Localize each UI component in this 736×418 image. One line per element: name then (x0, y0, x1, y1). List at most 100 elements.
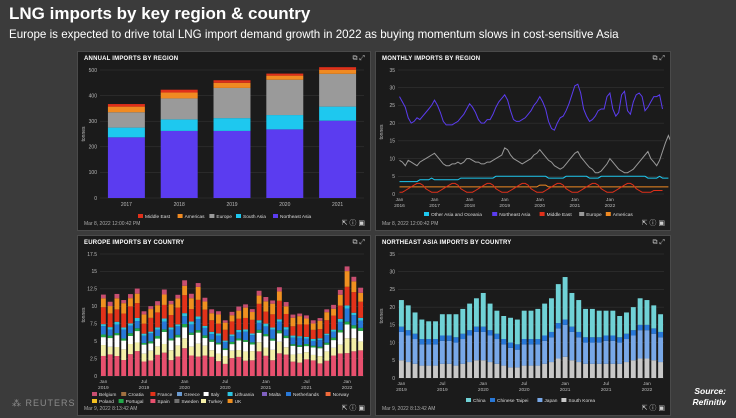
bar (460, 363, 466, 378)
bar (276, 287, 282, 292)
bar (610, 335, 616, 341)
y-tick-label: 12.5 (87, 287, 97, 293)
y-axis-label: tonnes (379, 308, 385, 324)
bar (439, 363, 445, 378)
image-icon[interactable]: ▣ (358, 405, 365, 412)
legend-swatch (177, 392, 182, 396)
bar (473, 298, 479, 327)
bar (276, 300, 282, 320)
x-tick-year-label: 2019 (437, 387, 448, 393)
image-icon[interactable]: ▣ (658, 405, 665, 412)
bar (630, 360, 636, 378)
expand-icon[interactable]: ⤢ (359, 55, 365, 62)
source-credit: Source: Refinitiv (692, 386, 726, 408)
info-icon[interactable]: ⓘ (349, 220, 357, 227)
bar (651, 305, 657, 329)
bar (514, 344, 520, 350)
bar (304, 338, 309, 344)
bar (175, 334, 181, 338)
bar (114, 324, 120, 334)
export-icon[interactable]: ⇱ (341, 405, 348, 412)
info-icon[interactable]: ⓘ (649, 220, 657, 227)
bar (195, 316, 201, 319)
legend-item: Europe (216, 214, 232, 220)
bar (412, 339, 418, 364)
expand-icon[interactable]: ⤢ (659, 239, 665, 246)
panel-title: EUROPE IMPORTS BY COUNTRY (84, 240, 185, 246)
copy-icon[interactable]: ⧉ (652, 55, 658, 62)
bar (617, 363, 623, 378)
legend-item: Norway (333, 392, 350, 398)
x-tick-year-label: 2022 (342, 385, 353, 391)
expand-icon[interactable]: ⤢ (359, 239, 365, 246)
bar (460, 333, 466, 340)
export-icon[interactable]: ⇱ (341, 220, 348, 227)
bar (236, 329, 242, 333)
bar (161, 331, 167, 344)
bar (270, 329, 276, 339)
monthly-imports-chart: 05101520253035tonnesJan2016Jan2017Jan201… (379, 68, 670, 218)
bar (290, 337, 296, 345)
bar (107, 313, 113, 328)
bar (658, 314, 664, 332)
bar (433, 339, 438, 345)
bar (310, 360, 316, 376)
x-tick-label: Jan (181, 379, 189, 385)
expand-icon[interactable]: ⤢ (659, 55, 665, 62)
series-line (399, 182, 663, 193)
y-tick-label: 200 (89, 145, 98, 151)
bar (121, 329, 127, 339)
bar (141, 314, 147, 324)
legend-swatch (537, 398, 543, 402)
export-icon[interactable]: ⇱ (641, 405, 648, 412)
y-tick-label: 2.5 (90, 356, 97, 362)
bar (229, 350, 235, 359)
bar (249, 309, 255, 313)
bar (473, 360, 479, 378)
export-icon[interactable]: ⇱ (641, 220, 648, 227)
bar (195, 343, 201, 357)
bar (216, 361, 221, 376)
bar (209, 334, 215, 340)
y-tick-label: 35 (389, 252, 395, 258)
bar (358, 301, 364, 318)
bar (134, 288, 140, 294)
x-tick-year-label: 2020 (478, 387, 489, 393)
legend-swatch (203, 392, 209, 396)
copy-icon[interactable]: ⧉ (352, 239, 358, 246)
image-icon[interactable]: ▣ (358, 220, 365, 227)
x-tick-label: Jan (398, 381, 406, 387)
bar (236, 356, 242, 376)
bar (100, 307, 106, 325)
x-tick-label: Jan (501, 197, 509, 203)
x-tick-year-label: 2020 (519, 387, 530, 393)
y-tick-label: 300 (89, 119, 98, 125)
image-icon[interactable]: ▣ (658, 220, 665, 227)
source-label: Source: (694, 386, 726, 396)
copy-icon[interactable]: ⧉ (352, 55, 358, 62)
bar (160, 119, 198, 131)
bar (202, 309, 208, 326)
info-icon[interactable]: ⓘ (649, 405, 657, 412)
bar (297, 316, 303, 325)
legend-item: Middle East (145, 214, 171, 220)
bar (216, 311, 221, 315)
bar (263, 326, 269, 335)
copy-icon[interactable]: ⧉ (652, 239, 658, 246)
bar (331, 304, 336, 309)
neasia-imports-chart: 05101520253035tonnesJan2019Jul2019Jan202… (379, 252, 664, 404)
bar (317, 318, 323, 321)
bar (213, 118, 251, 131)
bar (331, 337, 336, 341)
info-icon[interactable]: ⓘ (349, 405, 357, 412)
bar (134, 342, 140, 352)
bar (256, 322, 262, 330)
page-title: LNG imports by key region & country (9, 4, 311, 23)
bar (209, 339, 215, 342)
y-tick-label: 20 (389, 305, 395, 311)
bar (433, 365, 438, 378)
bar (310, 338, 316, 341)
bar (168, 360, 174, 376)
bar (494, 339, 500, 364)
bar (276, 333, 282, 342)
